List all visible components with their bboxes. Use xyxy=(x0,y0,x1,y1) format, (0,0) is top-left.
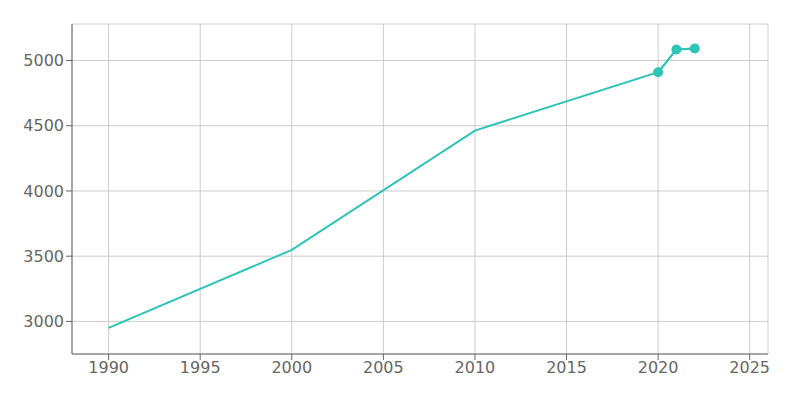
svg-text:2025: 2025 xyxy=(729,358,770,377)
svg-text:4000: 4000 xyxy=(23,182,64,201)
svg-text:2020: 2020 xyxy=(638,358,679,377)
svg-text:3500: 3500 xyxy=(23,247,64,266)
svg-text:3000: 3000 xyxy=(23,312,64,331)
svg-text:2015: 2015 xyxy=(546,358,587,377)
svg-text:2010: 2010 xyxy=(455,358,496,377)
svg-text:2000: 2000 xyxy=(271,358,312,377)
svg-text:4500: 4500 xyxy=(23,116,64,135)
svg-text:5000: 5000 xyxy=(23,51,64,70)
svg-text:1990: 1990 xyxy=(88,358,129,377)
svg-text:1995: 1995 xyxy=(180,358,221,377)
svg-text:2005: 2005 xyxy=(363,358,404,377)
